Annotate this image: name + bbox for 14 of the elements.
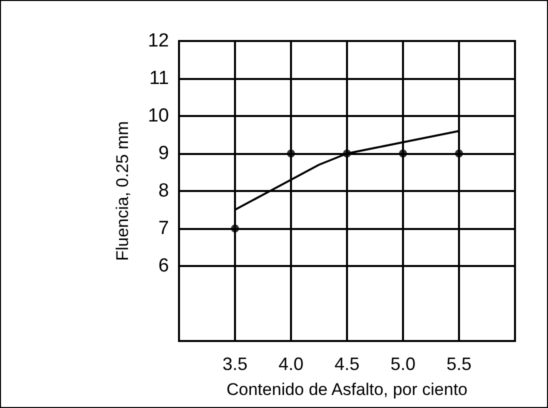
y-tick-label: 10 — [148, 106, 169, 126]
x-tick-label: 4.5 — [334, 354, 360, 374]
x-axis-title: Contenido de Asfalto, por ciento — [226, 380, 468, 399]
y-tick-label: 9 — [158, 143, 169, 164]
x-tick-label: 5.5 — [446, 354, 472, 374]
y-axis-title: Fluencia, 0.25 mm — [113, 121, 132, 261]
y-tick-label: 7 — [158, 218, 169, 239]
x-tick-label: 4.0 — [278, 354, 304, 374]
y-tick-label: 12 — [148, 30, 169, 52]
y-tick-label: 8 — [158, 180, 169, 202]
y-tick-label: 6 — [158, 256, 169, 276]
x-tick-label: 3.5 — [222, 354, 248, 374]
y-tick-label: 11 — [149, 68, 169, 89]
x-tick-label: 5.0 — [390, 354, 416, 374]
